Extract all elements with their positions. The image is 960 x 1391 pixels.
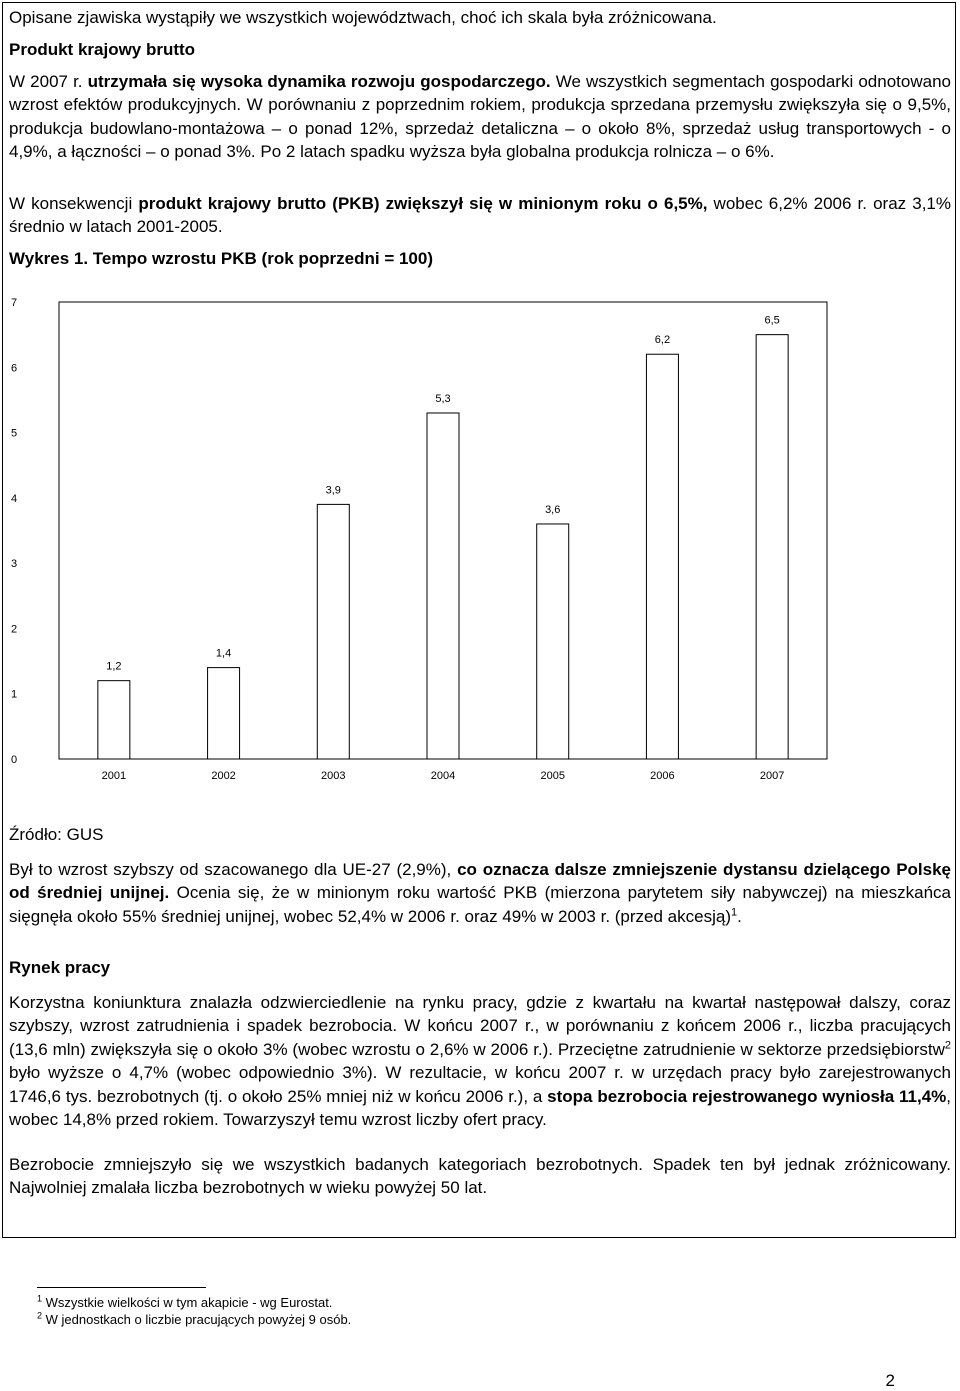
x-tick-label-2006: 2006: [650, 770, 674, 782]
chart-caption: Wykres 1. Tempo wzrostu PKB (rok poprzed…: [9, 249, 433, 268]
bar-2001: [97, 680, 131, 760]
footnote-2: 2 W jednostkach o liczbie pracujących po…: [37, 1310, 352, 1327]
bar-2002: [207, 667, 241, 760]
gdp-heading: Produkt krajowy brutto: [9, 40, 196, 59]
data-label-2002: 1,4: [216, 648, 231, 660]
footnote-ref-1: 1: [730, 906, 738, 919]
y-tick-label: 0: [11, 754, 17, 766]
data-label-2007: 6,5: [764, 315, 779, 327]
y-tick-label: 3: [11, 558, 17, 570]
bar-2003: [316, 503, 350, 760]
x-tick-label-2002: 2002: [211, 770, 235, 782]
x-tick-label-2003: 2003: [321, 770, 345, 782]
y-tick-label: 7: [11, 297, 17, 309]
x-tick-label-2004: 2004: [431, 770, 455, 782]
data-label-2006: 6,2: [655, 334, 670, 346]
x-tick-label-2001: 2001: [102, 770, 126, 782]
footnote-ref-2: 2: [944, 1039, 951, 1052]
y-tick-label: 4: [11, 493, 17, 505]
labor-paragraph-2: Bezrobocie zmniejszyło się we wszystkich…: [9, 1155, 951, 1198]
gdp-growth-bar-chart: 0 1 2 3 4 5 6 7 1,2 1,4 3,9 5,3 3,6 6,2 6,5 2001 2002 2…: [11, 297, 828, 782]
intro-line: Opisane zjawiska wystąpiły we wszystkich…: [9, 8, 717, 27]
data-label-2005: 3,6: [545, 504, 560, 516]
data-label-2003: 3,9: [326, 484, 341, 496]
bar-2005: [536, 523, 570, 760]
bar-2006: [645, 353, 679, 760]
gdp-paragraph-3: Był to wzrost szybszy od szacowanego dla…: [9, 860, 952, 926]
bar-2007: [755, 334, 789, 760]
footnote-divider: [37, 1287, 206, 1288]
y-tick-label: 1: [11, 689, 17, 701]
y-tick-label: 2: [11, 623, 17, 635]
x-tick-label-2005: 2005: [540, 770, 564, 782]
labor-paragraph-1: Korzystna koniunktura znalazła odzwierci…: [9, 993, 951, 1130]
x-tick-label-2007: 2007: [760, 770, 784, 782]
y-tick-label: 6: [11, 362, 17, 374]
page-number: 2: [885, 1371, 895, 1390]
gdp-paragraph-1: W 2007 r. utrzymała się wysoka dynamika …: [9, 72, 951, 162]
y-tick-label: 5: [11, 428, 17, 440]
labor-heading: Rynek pracy: [9, 958, 111, 977]
gdp-paragraph-2: W konsekwencji produkt krajowy brutto (P…: [9, 194, 951, 237]
chart-source: Źródło: GUS: [9, 825, 104, 844]
data-label-2004: 5,3: [435, 393, 450, 405]
data-label-2001: 1,2: [106, 661, 121, 673]
content-frame: [2, 2, 956, 1238]
bar-2004: [426, 412, 460, 760]
footnote-1: 1 Wszystkie wielkości w tym akapicie - w…: [37, 1293, 333, 1310]
